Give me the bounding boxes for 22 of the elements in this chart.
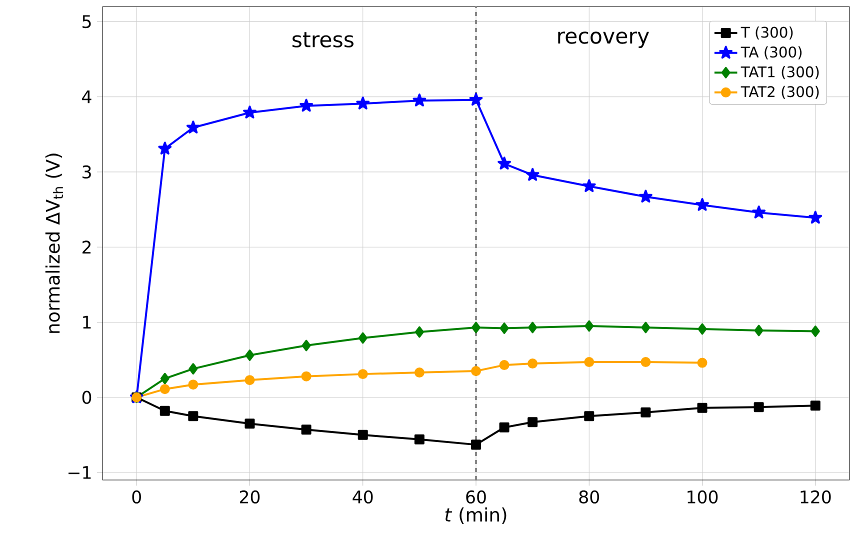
annotation: recovery	[558, 32, 649, 48]
y-tick-label: 1	[83, 316, 91, 329]
x-tick-label: 100	[688, 490, 718, 504]
y-tick-label: 3	[82, 165, 91, 179]
y-tick-label: 5	[82, 15, 91, 28]
x-tick-label: 20	[240, 490, 260, 504]
y-axis-title: normalized ΔV$_{th}$ (V)	[45, 154, 63, 333]
x-tick-label: 0	[132, 490, 141, 504]
y-tick-label: 2	[82, 240, 91, 254]
y-tick-label: 0	[82, 390, 92, 404]
x-tick-label: 120	[800, 490, 831, 504]
legend-label: TAT1 (300)	[740, 66, 819, 80]
y-tick-label: −1	[68, 466, 91, 479]
x-axis-title: t (min)	[445, 507, 506, 524]
legend-label: TA (300)	[740, 46, 802, 60]
annotation: stress	[292, 32, 354, 48]
legend-label: TAT2 (300)	[740, 86, 819, 99]
x-tick-label: 80	[579, 490, 599, 504]
y-tick-label: 4	[82, 90, 92, 104]
legend-label: T (300)	[740, 26, 793, 40]
x-tick-label: 60	[466, 490, 486, 504]
x-tick-label: 40	[352, 490, 373, 504]
